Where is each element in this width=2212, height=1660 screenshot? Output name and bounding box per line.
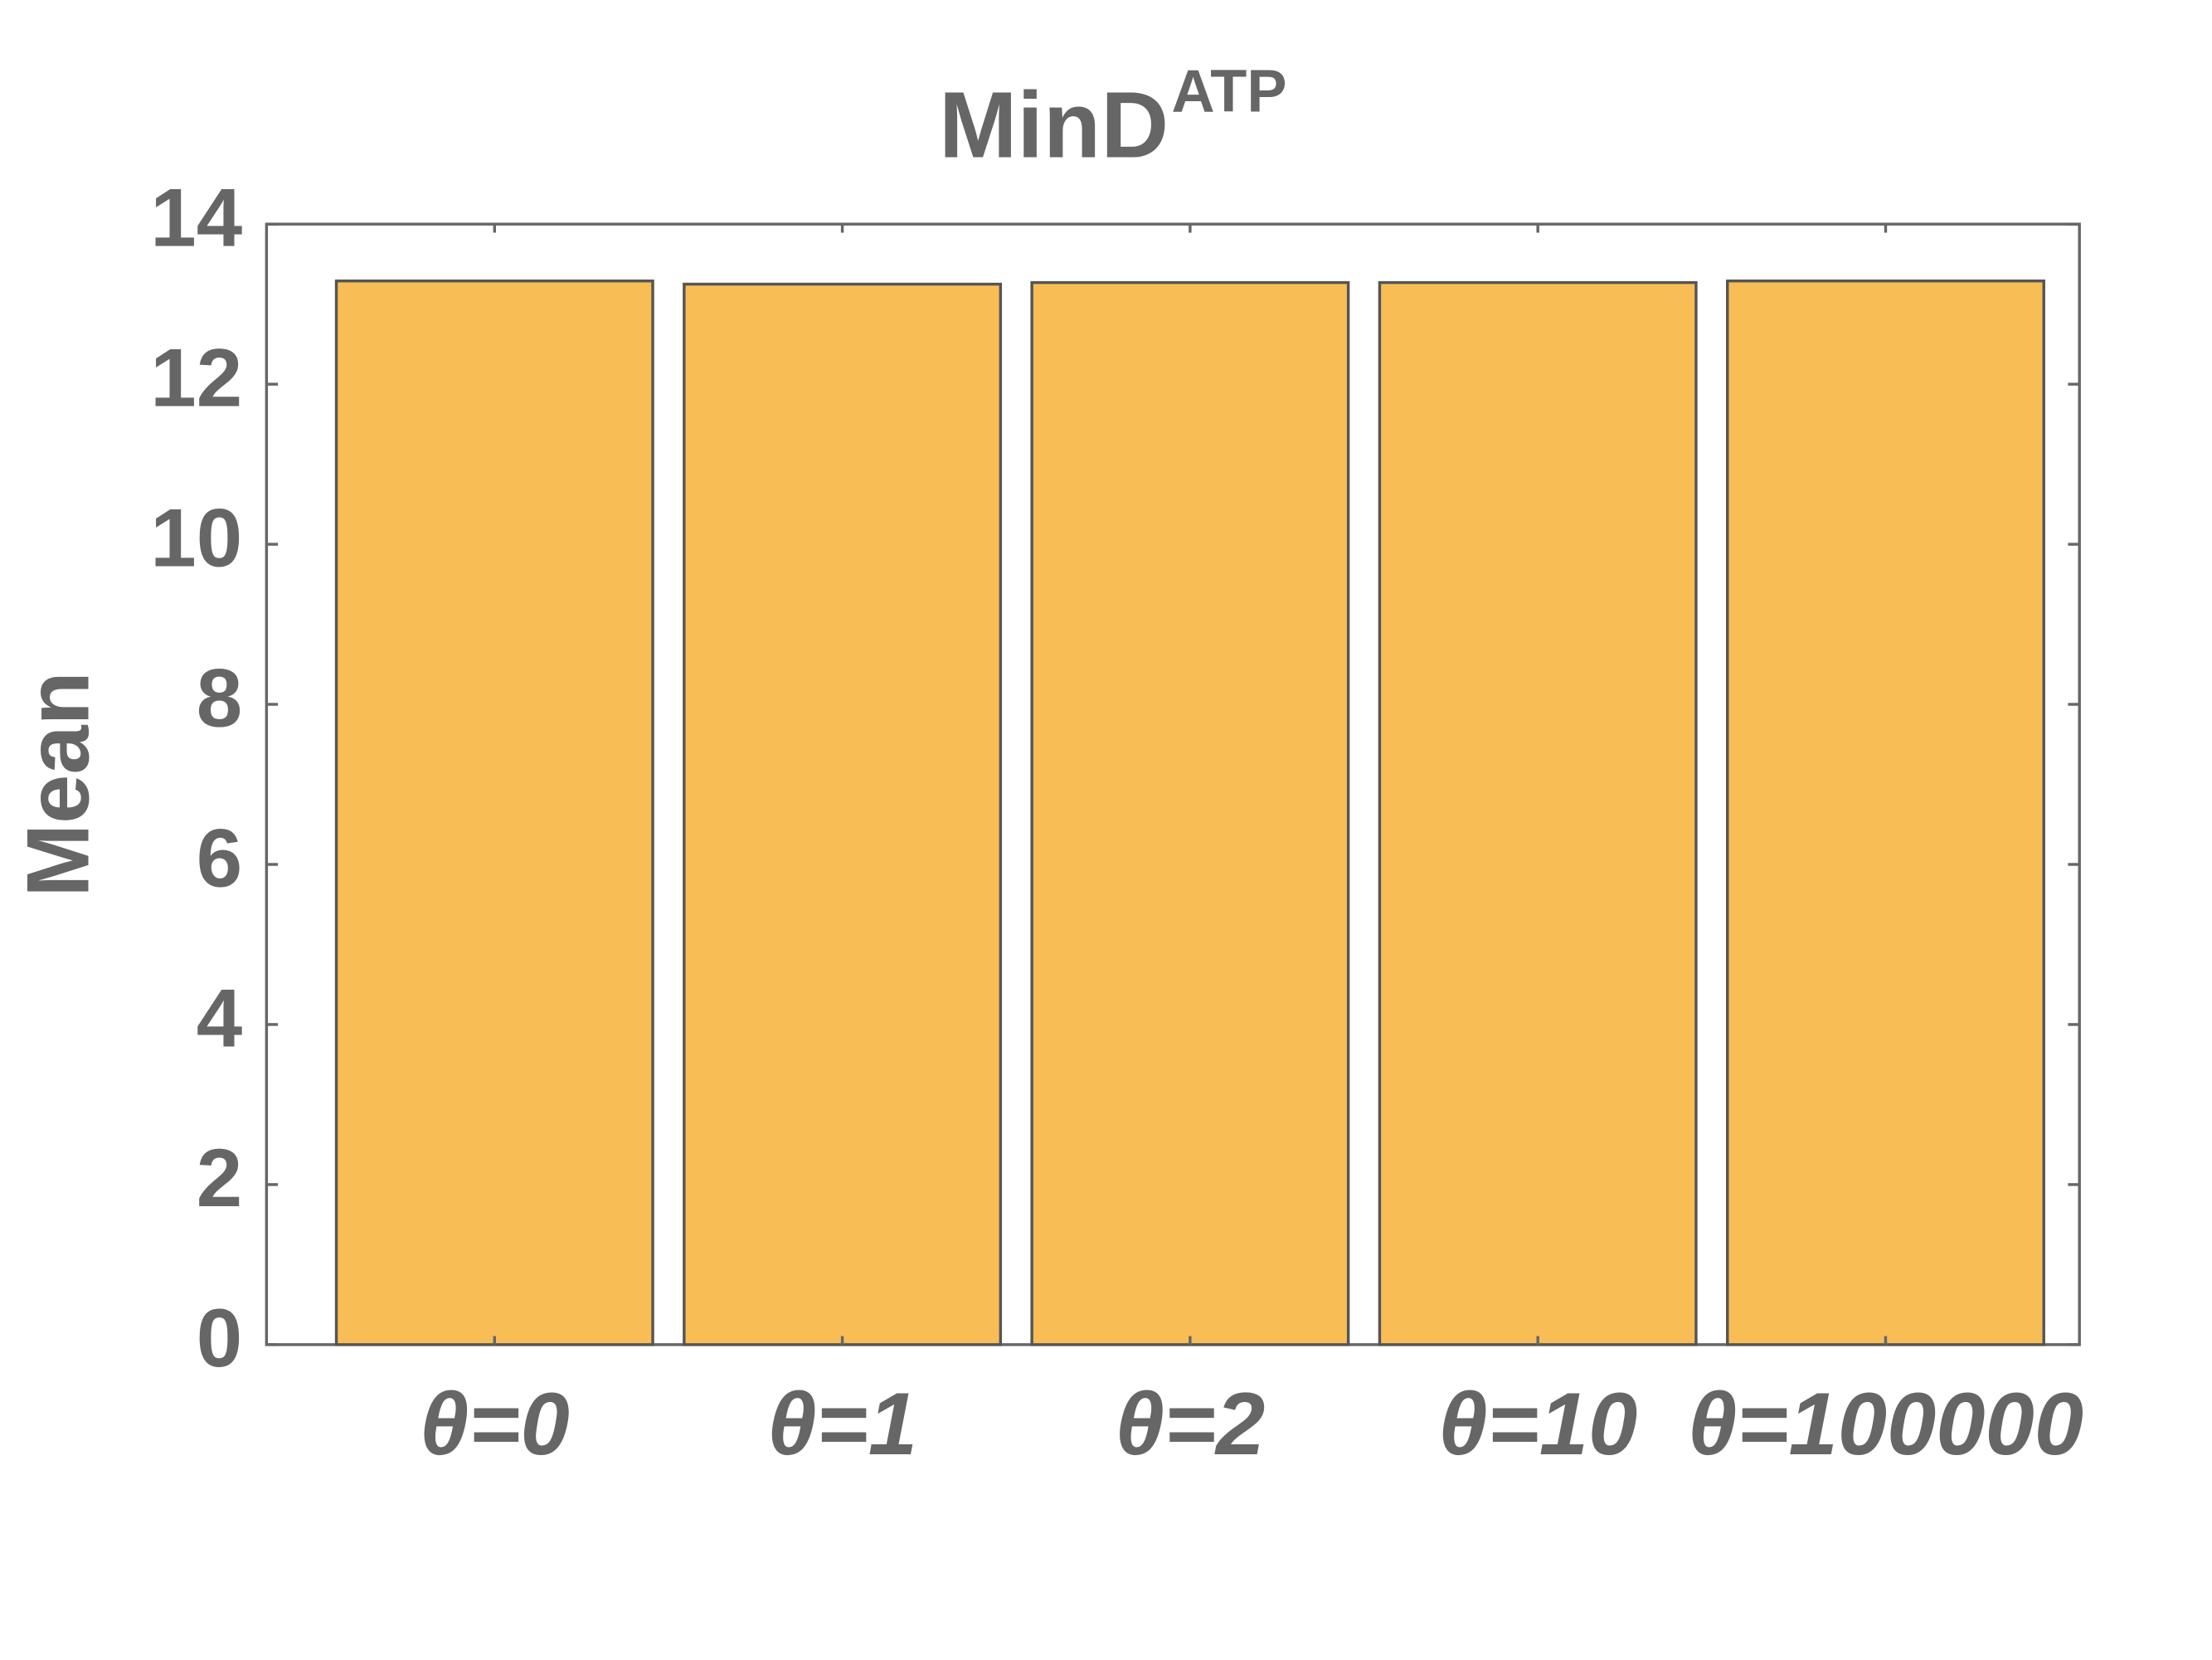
y-tick-label: 6 <box>197 812 242 904</box>
bar <box>683 282 1003 1346</box>
x-tick-label: θ=1 <box>767 1375 917 1473</box>
x-tick-label: θ=2 <box>1115 1375 1265 1473</box>
chart-title-superscript: ATP <box>1172 58 1287 124</box>
y-tick-label: 14 <box>150 172 242 264</box>
bar <box>334 279 654 1346</box>
x-tick-label: θ=10 <box>1438 1375 1637 1473</box>
x-tick-label: θ=0 <box>420 1375 570 1473</box>
y-tick-label: 4 <box>197 972 242 1064</box>
y-tick-label: 10 <box>150 492 242 584</box>
x-tick-label: θ=100000 <box>1688 1375 2083 1473</box>
y-tick-label: 2 <box>197 1132 242 1224</box>
y-tick-label: 0 <box>197 1292 242 1385</box>
chart-title: MinD <box>939 72 1169 178</box>
bar <box>1030 280 1350 1346</box>
y-tick-label: 8 <box>197 652 242 744</box>
y-axis-label: Mean <box>9 671 108 897</box>
bar <box>1726 279 2045 1346</box>
bar <box>1378 280 1698 1346</box>
y-tick-label: 12 <box>150 332 242 424</box>
